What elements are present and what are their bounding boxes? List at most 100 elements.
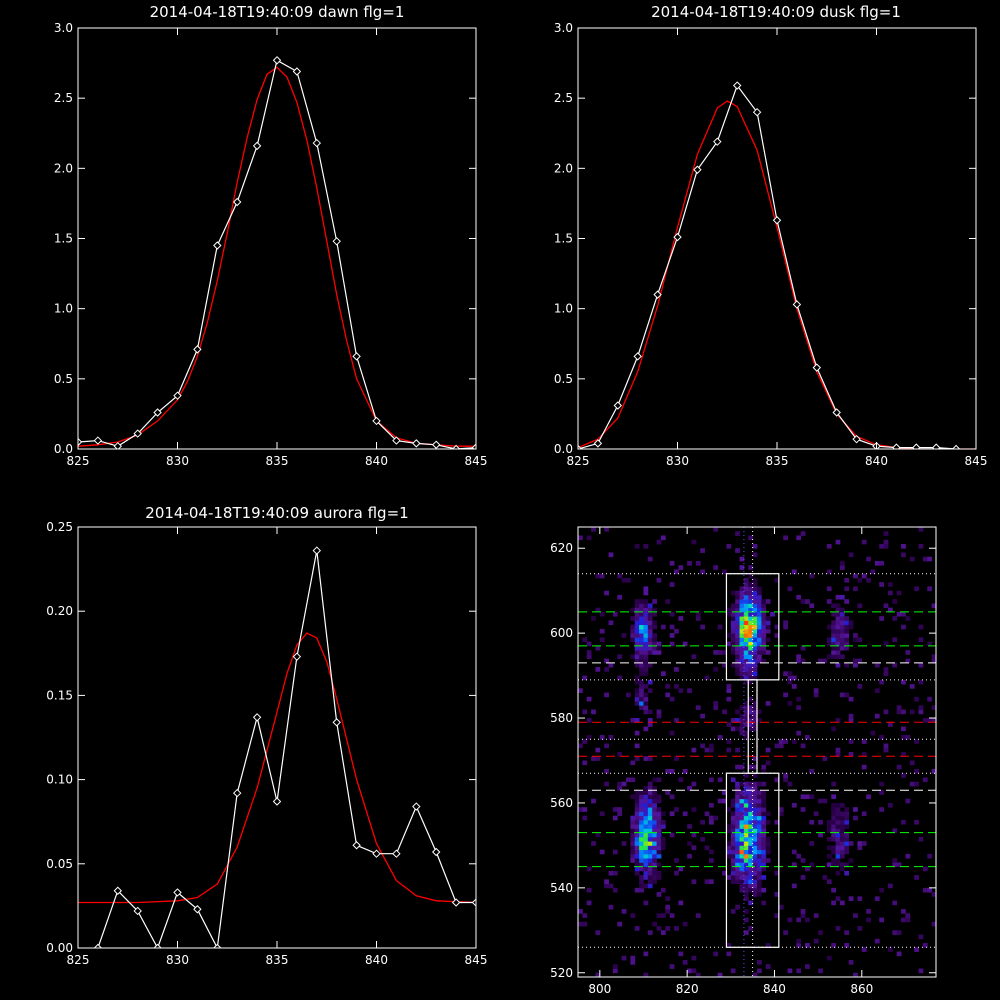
heatmap-cell — [743, 705, 749, 710]
heatmap-cell — [660, 819, 666, 825]
data-point-marker — [852, 434, 861, 444]
heatmap-cell — [835, 718, 841, 723]
heatmap-cell — [695, 972, 701, 978]
heatmap-cell — [647, 607, 653, 613]
heatmap-cell — [901, 624, 906, 630]
heatmap-cell — [669, 633, 675, 638]
heatmap-cell — [743, 599, 749, 604]
heatmap-cell — [791, 883, 797, 889]
heatmap-cell — [761, 645, 767, 651]
heatmap-cell — [708, 747, 714, 753]
heatmap-cell — [739, 662, 745, 668]
heatmap-cell — [778, 739, 784, 744]
heatmap-cell — [730, 832, 736, 838]
heatmap-cell — [674, 667, 679, 672]
heatmap-cell — [914, 586, 919, 592]
heatmap-cell — [757, 892, 762, 897]
heatmap-cell — [826, 879, 832, 885]
heatmap-cell — [914, 875, 919, 880]
heatmap-cell — [844, 628, 850, 634]
heatmap-cell — [739, 620, 745, 626]
heatmap-cell — [582, 637, 588, 643]
heatmap-cell — [743, 807, 749, 812]
heatmap-cell — [839, 866, 845, 872]
heatmap-cell — [730, 968, 736, 974]
heatmap-cell — [901, 543, 906, 549]
heatmap-cell — [752, 713, 758, 719]
plot-area — [78, 56, 476, 449]
heatmap-cell — [730, 909, 736, 914]
heatmap-cell — [634, 633, 640, 638]
heatmap-cell — [634, 662, 640, 668]
heatmap-cell — [748, 862, 754, 868]
heatmap-cell — [739, 594, 745, 600]
dusk-panel-title: 2014-04-18T19:40:09 dusk flg=1 — [651, 3, 901, 21]
heatmap-cell — [748, 836, 754, 842]
heatmap-cell — [831, 943, 836, 948]
heatmap-cell — [735, 836, 740, 842]
heatmap-cell — [839, 641, 845, 647]
heatmap-cell — [748, 573, 754, 579]
heatmap-cell — [761, 828, 767, 834]
heatmap-cell — [931, 705, 937, 710]
heatmap-cell — [630, 819, 636, 825]
heatmap-cell — [835, 637, 841, 643]
heatmap-cell — [743, 616, 749, 621]
heatmap-cell — [634, 841, 640, 846]
heatmap-cell — [626, 777, 631, 783]
heatmap-cell — [914, 768, 919, 774]
heatmap-cell — [853, 913, 858, 918]
heatmap-cell — [743, 701, 749, 706]
heatmap-cell — [839, 802, 845, 808]
heatmap-cell — [674, 684, 679, 689]
heatmap-cell — [739, 845, 745, 851]
heatmap-cell — [652, 607, 657, 613]
heatmap-cell — [818, 968, 823, 974]
heatmap-cell — [647, 883, 653, 889]
heatmap-cell — [901, 611, 906, 617]
heatmap-cell — [643, 696, 649, 702]
heatmap-cell — [778, 811, 784, 817]
heatmap-cell — [835, 641, 841, 647]
heatmap-cell — [730, 836, 736, 842]
heatmap-cell — [848, 858, 854, 863]
heatmap-cell — [757, 781, 762, 787]
heatmap-cell — [730, 633, 736, 638]
heatmap-cell — [831, 641, 836, 647]
heatmap-cell — [578, 743, 583, 749]
heatmap-cell — [813, 811, 819, 817]
data-point-marker — [412, 802, 421, 811]
heatmap-cell — [914, 696, 919, 702]
heatmap-cell — [743, 628, 749, 634]
heatmap-cell — [639, 684, 644, 689]
heatmap-cell — [892, 930, 898, 935]
heatmap-cell — [743, 735, 749, 740]
heatmap-cell — [800, 909, 806, 914]
heatmap-cell — [853, 586, 858, 592]
heatmap-cell — [787, 701, 793, 706]
heatmap-cell — [717, 624, 723, 630]
heatmap-cell — [909, 709, 915, 715]
heatmap-cell — [643, 785, 649, 791]
heatmap-cell — [643, 599, 649, 604]
heatmap-cell — [848, 718, 854, 723]
heatmap-cell — [708, 815, 714, 821]
heatmap-cell — [748, 607, 754, 613]
heatmap-cell — [870, 730, 876, 736]
heatmap-cell — [634, 832, 640, 838]
heatmap-cell — [927, 696, 933, 702]
heatmap-cell — [892, 616, 898, 621]
heatmap-cell — [765, 701, 771, 706]
heatmap-cell — [757, 654, 762, 660]
heatmap-cell — [643, 900, 649, 906]
heatmap-cell — [879, 679, 885, 685]
heatmap-cell — [647, 785, 653, 791]
heatmap-cell — [748, 845, 754, 851]
heatmap-cell — [743, 730, 749, 736]
heatmap-cell — [844, 633, 850, 638]
heatmap-cell — [739, 849, 745, 855]
heatmap-cell — [743, 637, 749, 643]
heatmap-cell — [743, 790, 749, 795]
heatmap-cell — [735, 858, 740, 863]
data-point-marker — [812, 363, 822, 372]
